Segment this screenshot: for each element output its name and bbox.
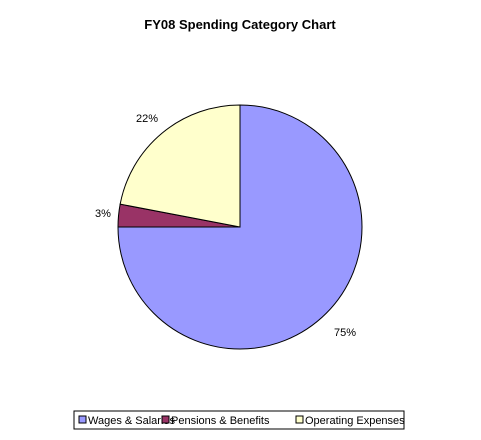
legend-swatch-pensions-and-benefits xyxy=(161,415,170,424)
legend-label-operating-expenses: Operating Expenses xyxy=(305,415,405,427)
slice-label-wages-and-salaries: 75% xyxy=(334,327,356,339)
legend-label-pensions-and-benefits: Pensions & Benefits xyxy=(171,415,270,427)
legend-swatch-wages-and-salaries xyxy=(78,415,87,424)
pie-slices xyxy=(117,104,363,350)
slice-label-pensions-and-benefits: 3% xyxy=(95,208,111,220)
legend-swatch-operating-expenses xyxy=(295,415,304,424)
legend-box xyxy=(73,410,405,430)
slice-label-operating-expenses: 22% xyxy=(136,113,158,125)
pie-labels: 75% 3% 22% xyxy=(95,113,356,339)
pie-slice-operating-expenses xyxy=(119,104,241,228)
chart-title: FY08 Spending Category Chart xyxy=(144,17,336,32)
legend-label-wages-and-salaries: Wages & Salaries xyxy=(88,415,176,427)
